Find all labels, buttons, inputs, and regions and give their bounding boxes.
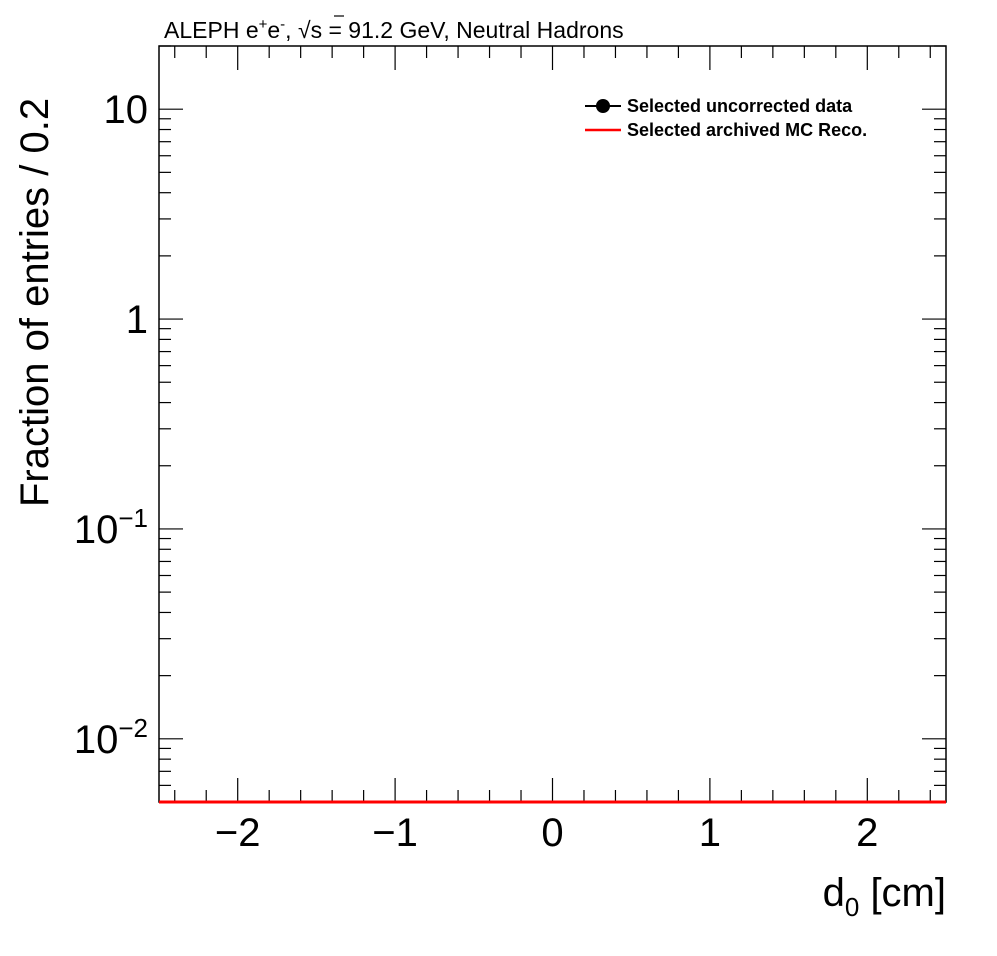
y-tick-label: 10−2 (74, 713, 148, 762)
legend-item-mc: Selected archived MC Reco. (585, 120, 867, 140)
y-tick-label: 1 (126, 298, 148, 342)
chart-title: ALEPH e+e-, √s = 91.2 GeV, Neutral Hadro… (164, 16, 624, 43)
title-sup-minus: - (280, 16, 285, 33)
y-tick-label-base: 1 (126, 298, 148, 342)
x-axis-label: d0 [cm] (823, 871, 946, 922)
x-axis-label-sub: 0 (845, 892, 859, 922)
y-tick-label-base: 10 (104, 88, 149, 132)
title-prefix: ALEPH e (164, 17, 259, 43)
legend-label-data: Selected uncorrected data (627, 96, 853, 116)
y-tick-label-exponent: −1 (118, 503, 148, 533)
x-tick-label: 1 (699, 811, 721, 855)
x-axis-label-rest: [cm] (859, 871, 946, 915)
title-comma: , (285, 17, 298, 43)
x-axis-label-main: d (823, 871, 845, 915)
x-axis-tick-labels: −2 −1 0 1 2 (215, 811, 879, 855)
title-sqrt-symbol: √ (298, 17, 311, 43)
title-sqrt-arg: s (311, 17, 323, 43)
title-sup-plus: + (259, 16, 268, 33)
y-tick-label-base: 10 (74, 508, 119, 552)
legend-data-marker (596, 99, 610, 113)
x-axis-ticks (174, 46, 931, 802)
plot-frame (158, 45, 947, 803)
x-tick-label: 0 (541, 811, 563, 855)
y-tick-label-exponent: −2 (118, 713, 148, 743)
x-tick-label: −1 (372, 811, 418, 855)
y-axis-label: Fraction of entries / 0.2 (13, 98, 57, 507)
legend-label-mc: Selected archived MC Reco. (627, 120, 867, 140)
y-tick-label: 10 (104, 88, 149, 132)
y-tick-label: 10−1 (74, 503, 148, 552)
y-axis-ticks (159, 45, 946, 803)
x-tick-label: 2 (856, 811, 878, 855)
legend-item-data: Selected uncorrected data (585, 96, 853, 116)
title-suffix: = 91.2 GeV, Neutral Hadrons (322, 17, 624, 43)
title-mid-e: e (267, 17, 280, 43)
legend: Selected uncorrected data Selected archi… (585, 96, 867, 140)
y-tick-label-base: 10 (74, 718, 119, 762)
x-tick-label: −2 (215, 811, 261, 855)
